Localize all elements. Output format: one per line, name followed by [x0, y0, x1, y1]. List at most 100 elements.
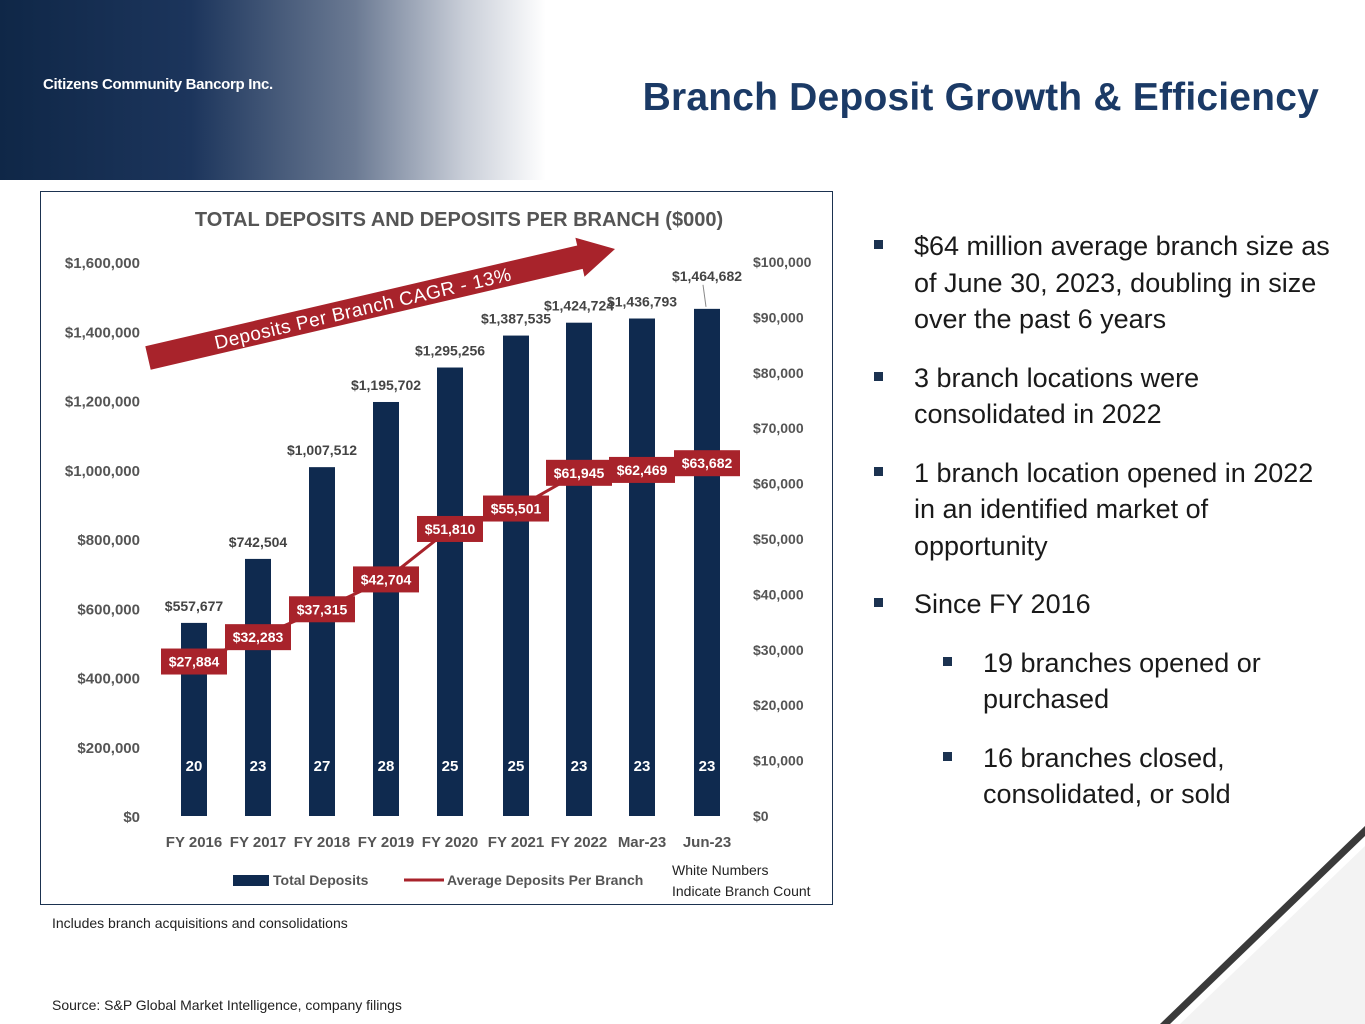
y-right-tick-label: $20,000 [753, 697, 804, 713]
y-right-tick-label: $40,000 [753, 586, 804, 602]
deposit-bar-label: $1,436,793 [607, 294, 677, 310]
avg-deposits-label: $27,884 [169, 654, 220, 670]
x-tick-label: FY 2019 [358, 834, 414, 851]
y-left-tick-label: $800,000 [77, 532, 140, 549]
sub-bullet-item: 19 branches opened or purchased [939, 645, 1330, 718]
y-left-tick-label: $400,000 [77, 671, 140, 688]
bullet-item: Since FY 2016 [870, 586, 1330, 623]
header-band [0, 0, 1365, 180]
avg-deposits-label: $32,283 [233, 629, 284, 645]
corner-stripe-dark [1160, 826, 1365, 1024]
branch-count-label: 23 [250, 758, 267, 775]
y-left-tick-label: $1,000,000 [65, 463, 140, 480]
y-right-tick-label: $10,000 [753, 753, 804, 769]
y-right-tick-label: $100,000 [753, 254, 812, 270]
avg-deposits-label: $55,501 [491, 501, 542, 517]
sub-bullet-item: 16 branches closed, consolidated, or sol… [939, 740, 1330, 813]
avg-deposits-label-box [225, 624, 291, 651]
avg-deposits-label-box [161, 648, 227, 675]
bullet-list: $64 million average branch size as of Ju… [870, 228, 1330, 835]
avg-deposits-label-box [289, 596, 355, 623]
bar-data-labels: $557,677 $742,504 $1,007,512 $1,195,702 $1,2… [165, 268, 742, 614]
deposit-bar-label: $1,464,682 [672, 268, 742, 284]
company-logo: Citizens Community Bancorp Inc. [43, 76, 273, 93]
deposit-bar [694, 308, 720, 816]
y-right-tick-label: $60,000 [753, 476, 804, 492]
branch-count-label: 25 [442, 758, 459, 775]
avg-deposits-label: $37,315 [297, 601, 348, 617]
y-left-tick-label: $600,000 [77, 601, 140, 618]
deposit-bar [437, 367, 463, 816]
branch-count-label: 20 [186, 758, 203, 775]
legend-swatch-total-deposits [233, 875, 269, 886]
branch-count-label: 23 [699, 758, 716, 775]
bar-series [181, 308, 720, 816]
y-left-tick-label: $1,400,000 [65, 324, 140, 341]
deposit-bar-label: $1,424,724 [544, 298, 614, 314]
corner-fill-light [1180, 846, 1365, 1024]
x-axis: FY 2016 FY 2017 FY 2018 FY 2019 FY 2020 FY 20… [166, 834, 731, 851]
chart-title: TOTAL DEPOSITS AND DEPOSITS PER BRANCH (… [195, 209, 723, 231]
x-tick-label: FY 2016 [166, 834, 222, 851]
deposit-bar-label: $557,677 [165, 598, 224, 614]
x-tick-label: FY 2020 [422, 834, 478, 851]
y-right-tick-label: $70,000 [753, 420, 804, 436]
deposit-bar [566, 322, 592, 816]
footnote: Includes branch acquisitions and consoli… [52, 915, 348, 931]
y-right-tick-label: $90,000 [753, 309, 804, 325]
y-right-tick-label: $0 [753, 808, 769, 824]
page-title: Branch Deposit Growth & Efficiency [642, 76, 1319, 119]
legend-label-total-deposits: Total Deposits [273, 872, 369, 888]
chart-legend: Total Deposits Average Deposits Per Bran… [233, 872, 643, 888]
y-right-tick-label: $30,000 [753, 642, 804, 658]
x-tick-label: Mar-23 [618, 834, 666, 851]
cagr-arrow-shape [145, 237, 616, 370]
cagr-arrow-label: Deposits Per Branch CAGR - 13% [213, 265, 514, 355]
avg-deposits-label-box [546, 459, 612, 486]
deposits-chart: TOTAL DEPOSITS AND DEPOSITS PER BRANCH (… [65, 209, 812, 899]
avg-deposits-label: $51,810 [425, 521, 476, 537]
deposit-bar-label: $1,387,535 [481, 311, 551, 327]
avg-deposits-label-box [483, 495, 549, 522]
source-note: Source: S&P Global Market Intelligence, … [52, 997, 402, 1013]
deposit-bar [629, 318, 655, 816]
branch-count-note-line2: Indicate Branch Count [672, 883, 811, 899]
y-right-tick-label: $50,000 [753, 531, 804, 547]
x-tick-label: Jun-23 [683, 834, 731, 851]
avg-deposits-label-box [674, 450, 740, 477]
avg-deposits-label: $63,682 [682, 455, 733, 471]
avg-deposits-label-box [609, 456, 675, 483]
bullet-item: 1 branch location opened in 2022 in an i… [870, 455, 1330, 565]
corner-decoration [1160, 826, 1365, 1024]
avg-deposits-label: $61,945 [554, 465, 605, 481]
branch-count-label: 23 [634, 758, 651, 775]
chart-container: TOTAL DEPOSITS AND DEPOSITS PER BRANCH (… [40, 191, 833, 905]
x-tick-label: FY 2022 [551, 834, 607, 851]
y-left-tick-label: $1,600,000 [65, 255, 140, 272]
deposit-bar [245, 558, 271, 816]
bullet-item: $64 million average branch size as of Ju… [870, 228, 1330, 338]
branch-count-label: 28 [378, 758, 395, 775]
branch-count-label: 23 [571, 758, 588, 775]
branch-count-label: 27 [314, 758, 331, 775]
deposit-bar-label: $742,504 [229, 534, 288, 550]
y-left-tick-label: $0 [123, 809, 140, 826]
branch-count-label: 25 [508, 758, 525, 775]
line-data-labels: $27,884 $32,283 $37,315 $42,704 $51,810 $55,5… [161, 450, 740, 675]
branch-count-labels: 20 23 27 28 25 25 23 23 23 [186, 758, 716, 775]
y-left-tick-label: $1,200,000 [65, 394, 140, 411]
y-right-tick-label: $80,000 [753, 365, 804, 381]
avg-deposits-label: $62,469 [617, 462, 668, 478]
legend-label-avg-deposits: Average Deposits Per Branch [447, 872, 643, 888]
y-axis-left: $0 $200,000 $400,000 $600,000 $800,000 $1,000… [65, 255, 140, 826]
x-tick-label: FY 2021 [488, 834, 544, 851]
deposit-bar [309, 467, 335, 816]
deposit-bar-label: $1,195,702 [351, 377, 421, 393]
branch-count-note-line1: White Numbers [672, 862, 768, 878]
avg-deposits-label: $42,704 [361, 571, 412, 587]
y-axis-right: $0 $10,000 $20,000 $30,000 $40,000 $50,000 $60… [753, 254, 812, 824]
deposit-bar-label: $1,295,256 [415, 343, 485, 359]
bullet-item: 3 branch locations were consolidated in … [870, 360, 1330, 433]
avg-deposits-label-box [353, 566, 419, 593]
deposit-bar [503, 335, 529, 816]
